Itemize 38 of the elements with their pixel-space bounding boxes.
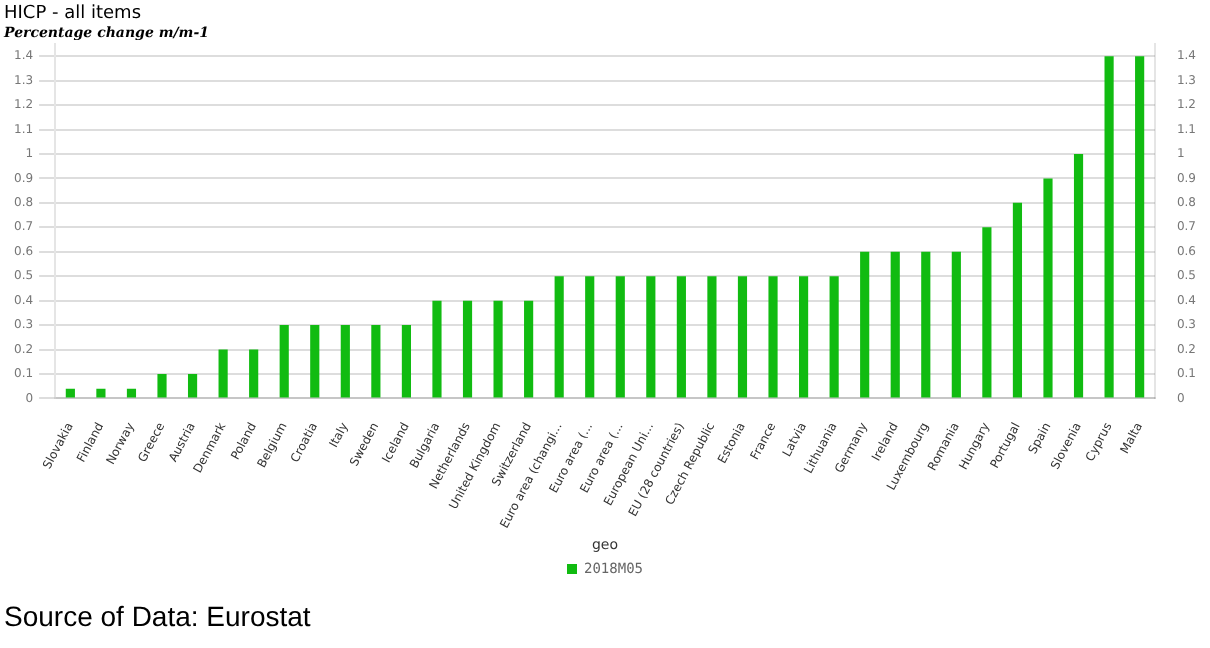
bar (310, 325, 320, 398)
bar (157, 373, 167, 398)
bar (951, 251, 961, 398)
bar (585, 276, 595, 398)
bar (799, 276, 809, 398)
bar (65, 388, 75, 398)
bar (249, 349, 259, 398)
bar (218, 349, 228, 398)
bar (126, 388, 137, 398)
bar (1104, 56, 1114, 398)
bar (1043, 178, 1053, 398)
bar (890, 251, 900, 398)
bar (646, 276, 656, 398)
bar (982, 227, 992, 398)
bar (768, 276, 778, 398)
bar (524, 300, 534, 398)
source-note: Source of Data: Eurostat (4, 599, 311, 632)
bar (860, 251, 870, 398)
bar (432, 300, 442, 398)
bar (1012, 202, 1023, 398)
bar (707, 276, 717, 398)
bar (340, 325, 350, 398)
bar (554, 276, 564, 398)
chart-title: HICP - all items (4, 3, 142, 24)
bar (829, 276, 839, 398)
bar (676, 276, 686, 398)
bar (462, 300, 473, 398)
bar (401, 325, 411, 398)
bar (737, 276, 748, 398)
bar (493, 300, 503, 398)
bar (96, 388, 106, 398)
bar (1073, 153, 1084, 398)
bar (371, 325, 381, 398)
bar (1135, 56, 1145, 398)
bar (187, 373, 198, 398)
bar (615, 276, 625, 398)
bar (921, 251, 931, 398)
bar (279, 325, 289, 398)
